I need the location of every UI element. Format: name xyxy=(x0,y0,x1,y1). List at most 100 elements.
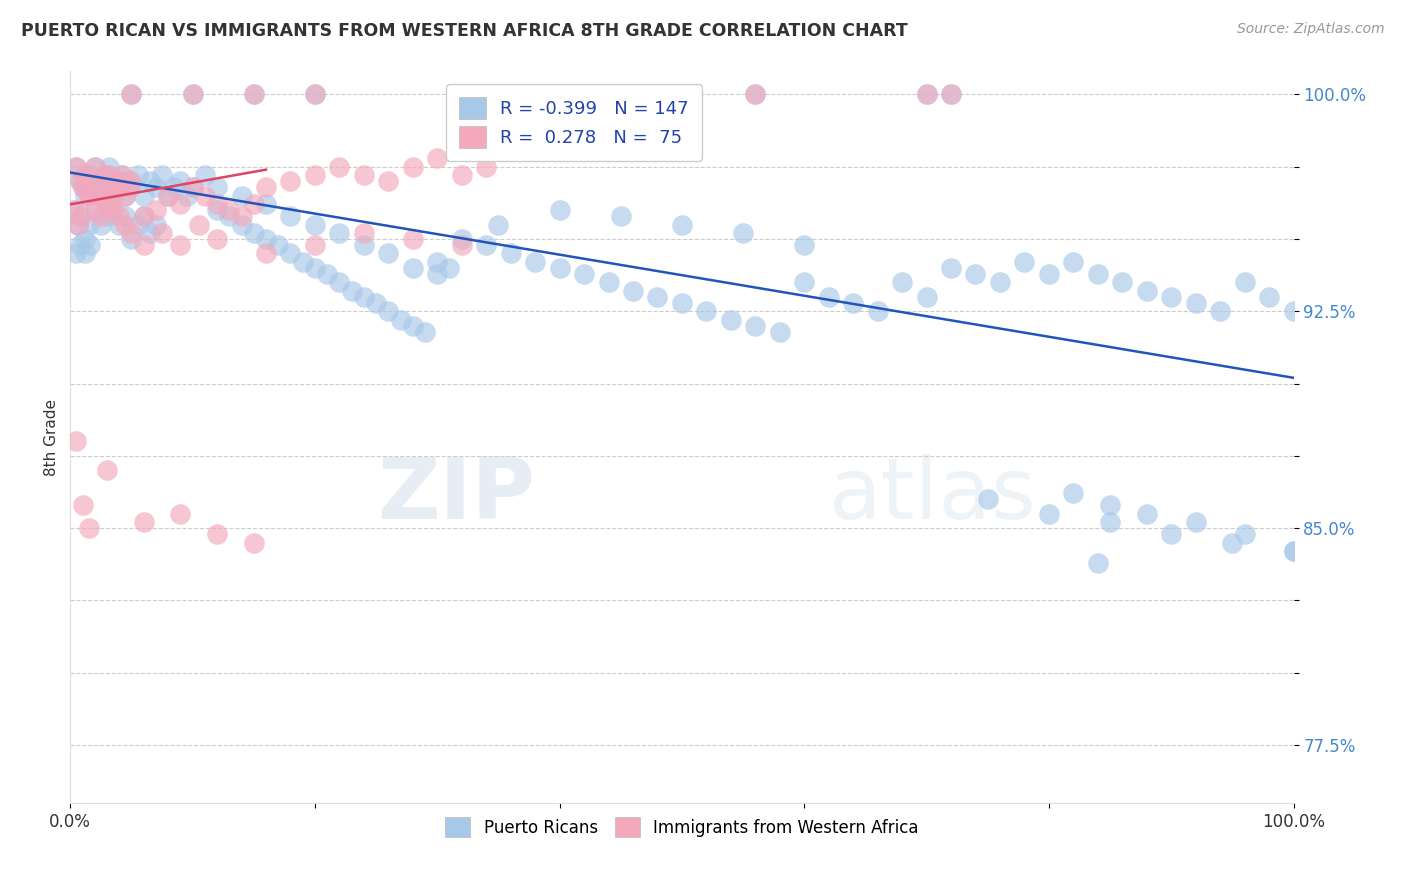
Point xyxy=(1258,290,1281,304)
Point xyxy=(93,169,115,183)
Point xyxy=(187,218,209,232)
Point xyxy=(1233,527,1256,541)
Point xyxy=(77,188,100,202)
Point xyxy=(145,218,167,232)
Point xyxy=(254,246,277,260)
Point xyxy=(69,174,91,188)
Point xyxy=(121,87,143,102)
Point xyxy=(108,180,131,194)
Point xyxy=(73,188,96,202)
Point xyxy=(340,284,363,298)
Point xyxy=(121,180,143,194)
Point xyxy=(267,237,290,252)
Point xyxy=(377,246,399,260)
Point xyxy=(73,246,96,260)
Point xyxy=(101,188,124,202)
Point xyxy=(1233,276,1256,290)
Point xyxy=(610,209,633,223)
Point xyxy=(842,295,865,310)
Point xyxy=(304,87,326,102)
Point xyxy=(194,188,217,202)
Point xyxy=(439,260,461,275)
Point xyxy=(86,180,108,194)
Point xyxy=(90,188,112,202)
Point xyxy=(254,232,277,246)
Point xyxy=(65,246,87,260)
Text: PUERTO RICAN VS IMMIGRANTS FROM WESTERN AFRICA 8TH GRADE CORRELATION CHART: PUERTO RICAN VS IMMIGRANTS FROM WESTERN … xyxy=(21,22,908,40)
Point xyxy=(163,180,186,194)
Point xyxy=(169,507,191,521)
Point xyxy=(280,174,302,188)
Point xyxy=(1282,544,1305,558)
Point xyxy=(108,180,131,194)
Point xyxy=(450,169,472,183)
Point xyxy=(73,232,96,246)
Point xyxy=(915,87,938,102)
Point xyxy=(1099,498,1122,512)
Point xyxy=(118,180,141,194)
Point xyxy=(96,463,118,477)
Point xyxy=(524,255,547,269)
Point xyxy=(475,237,498,252)
Point xyxy=(121,227,143,241)
Point xyxy=(157,188,180,202)
Point xyxy=(572,267,595,281)
Point xyxy=(1184,516,1206,530)
Point xyxy=(139,227,162,241)
Point xyxy=(72,498,94,512)
Point xyxy=(291,255,314,269)
Point xyxy=(105,174,128,188)
Point xyxy=(733,227,755,241)
Point xyxy=(488,218,510,232)
Point xyxy=(744,87,766,102)
Point xyxy=(328,276,350,290)
Point xyxy=(169,197,191,211)
Point xyxy=(1160,290,1182,304)
Point xyxy=(205,197,228,211)
Point xyxy=(90,188,112,202)
Point xyxy=(988,276,1011,290)
Point xyxy=(63,203,86,218)
Point xyxy=(304,260,326,275)
Point xyxy=(647,290,669,304)
Point xyxy=(744,318,766,333)
Point xyxy=(218,203,240,218)
Point xyxy=(96,180,118,194)
Point xyxy=(231,218,253,232)
Point xyxy=(450,232,472,246)
Point xyxy=(83,160,105,174)
Point xyxy=(671,218,693,232)
Point xyxy=(915,87,938,102)
Point xyxy=(181,87,204,102)
Point xyxy=(695,304,717,318)
Y-axis label: 8th Grade: 8th Grade xyxy=(44,399,59,475)
Point xyxy=(1087,556,1109,570)
Point xyxy=(69,237,91,252)
Point xyxy=(69,174,91,188)
Point xyxy=(98,169,121,183)
Point xyxy=(72,180,94,194)
Point xyxy=(121,174,143,188)
Point xyxy=(231,209,253,223)
Point xyxy=(157,188,180,202)
Point xyxy=(939,87,962,102)
Point xyxy=(114,188,136,202)
Point xyxy=(1282,544,1305,558)
Point xyxy=(1136,507,1159,521)
Point xyxy=(181,180,204,194)
Point xyxy=(121,232,143,246)
Point xyxy=(145,180,167,194)
Point xyxy=(328,160,350,174)
Point xyxy=(353,290,375,304)
Point xyxy=(77,169,100,183)
Point xyxy=(243,197,266,211)
Point xyxy=(366,295,388,310)
Point xyxy=(83,160,105,174)
Point xyxy=(111,169,134,183)
Point xyxy=(793,237,815,252)
Point xyxy=(139,174,162,188)
Point xyxy=(280,209,302,223)
Point xyxy=(132,188,155,202)
Point xyxy=(145,203,167,218)
Point xyxy=(77,188,100,202)
